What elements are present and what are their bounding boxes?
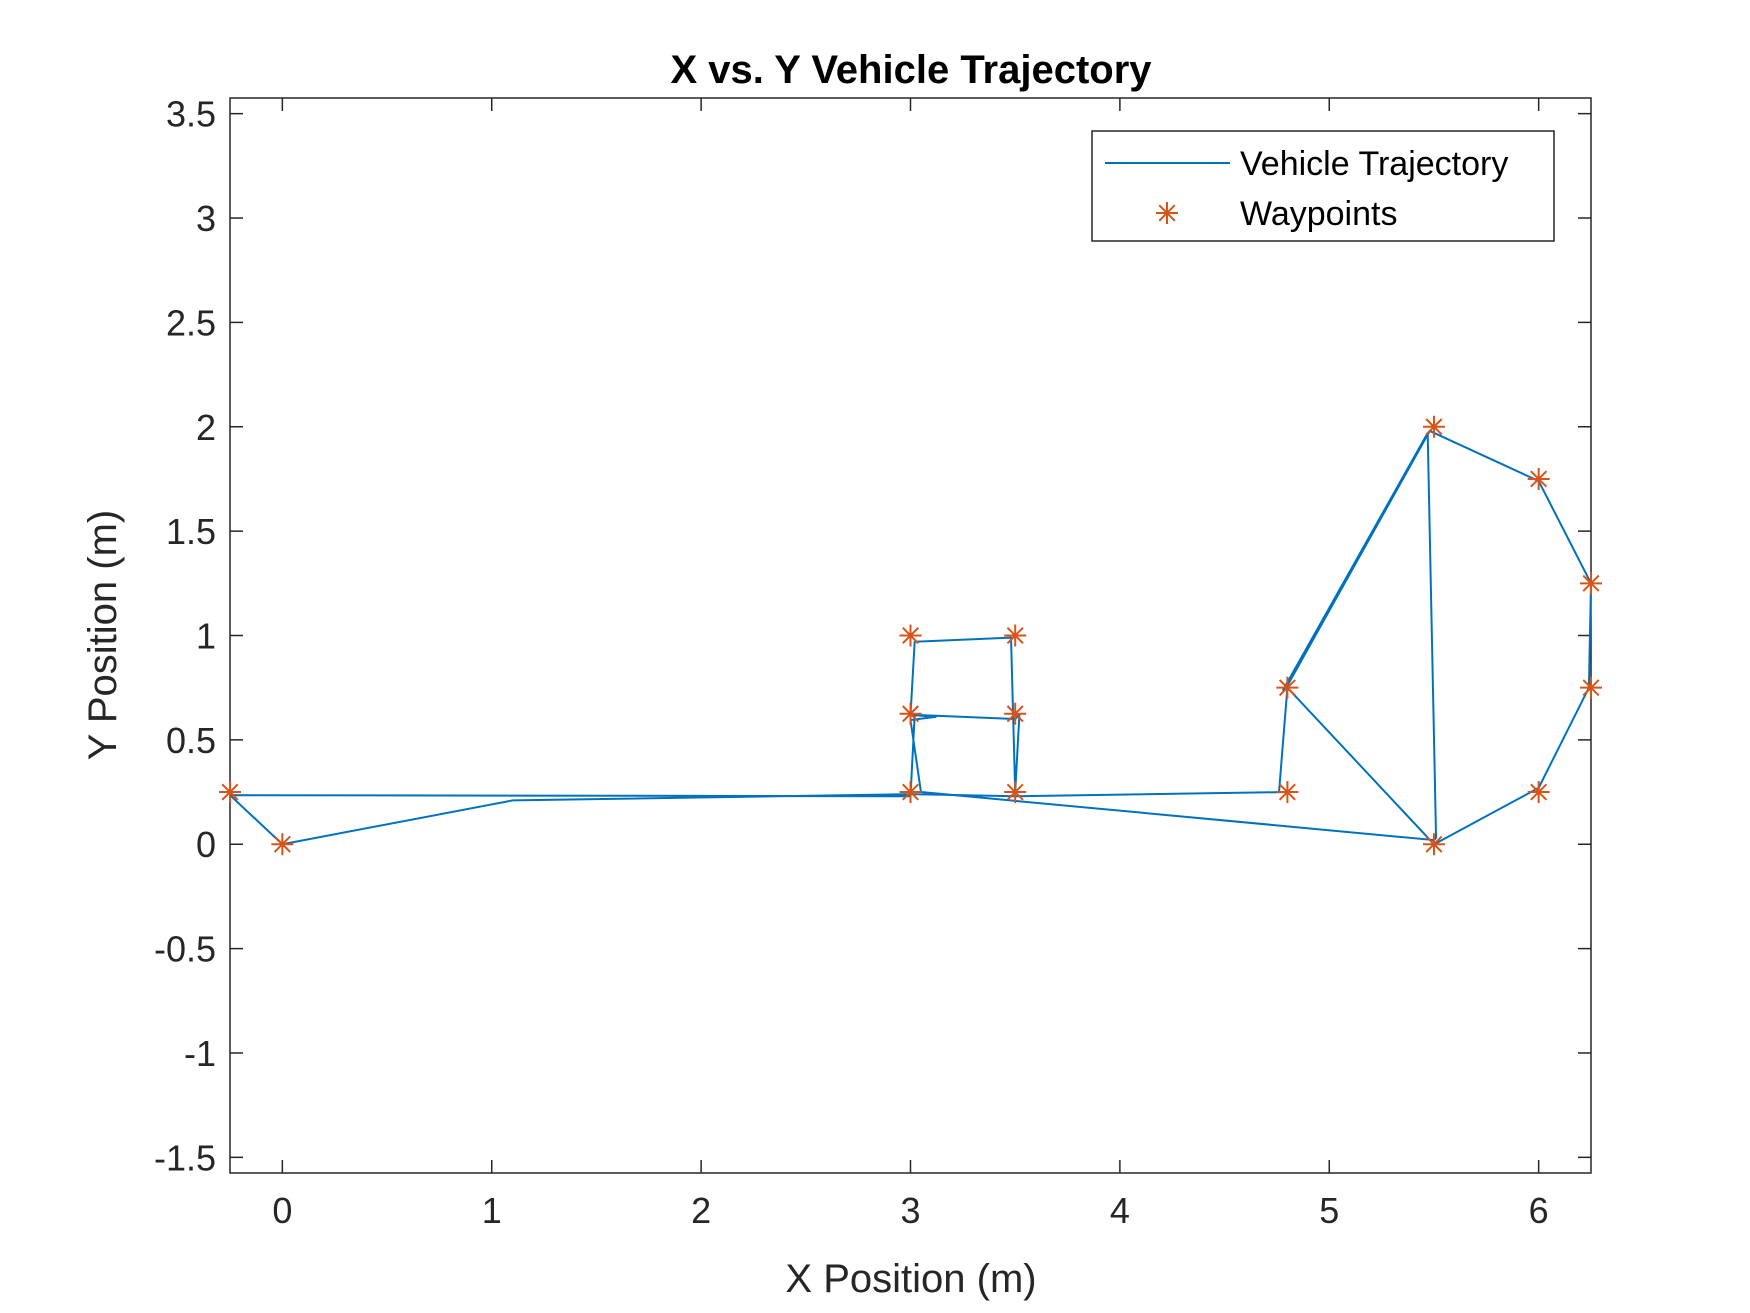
series-layer: [219, 415, 1602, 856]
legend-marker-swatch: [1156, 202, 1178, 224]
y-tick-label: 3.5: [166, 94, 216, 135]
legend-star-icon: [1156, 202, 1178, 224]
x-axis-label: X Position (m): [785, 1257, 1036, 1301]
waypoint-marker: [271, 833, 294, 856]
waypoint-marker: [1580, 572, 1602, 595]
x-tick-label: 5: [1319, 1190, 1339, 1231]
y-tick-label: 0: [196, 824, 216, 865]
waypoint-marker: [1527, 781, 1550, 804]
y-tick-label: 2.5: [166, 302, 216, 343]
legend-entry-waypoints: Waypoints: [1240, 195, 1397, 233]
y-tick-label: 0.5: [166, 720, 216, 761]
waypoint-marker: [899, 624, 922, 647]
chart-title: X vs. Y Vehicle Trajectory: [670, 48, 1152, 92]
x-tick-label: 0: [272, 1190, 292, 1231]
legend[interactable]: Vehicle Trajectory Waypoints: [1091, 130, 1555, 242]
waypoint-marker: [899, 702, 922, 725]
x-tick-label: 3: [900, 1190, 920, 1231]
waypoint-marker: [899, 781, 922, 804]
y-tick-label: -0.5: [154, 929, 216, 970]
legend-entry-vehicle-trajectory: Vehicle Trajectory: [1240, 145, 1508, 183]
waypoint-marker: [1422, 415, 1445, 438]
y-tick-label: 3: [196, 198, 216, 239]
waypoint-marker: [1276, 676, 1299, 699]
plot-area: 0 1 2 3 4 5 6 -1.5 -1 -0.5 0 0.5 1 1.5 2 2.5 3 3.5: [154, 94, 1602, 1231]
waypoint-marker: [1422, 833, 1445, 856]
legend-box: [1091, 130, 1555, 242]
y-tick-labels: -1.5 -1 -0.5 0 0.5 1 1.5 2 2.5 3 3.5: [154, 94, 216, 1179]
y-axis-label: Y Position (m): [81, 510, 125, 760]
waypoint-marker: [1004, 781, 1027, 804]
x-tick-label: 4: [1110, 1190, 1130, 1231]
ticks: [230, 98, 1591, 1173]
waypoint-marker: [1004, 624, 1027, 647]
y-tick-label: -1: [184, 1033, 216, 1074]
y-tick-label: 2: [196, 407, 216, 448]
x-tick-label: 6: [1529, 1190, 1549, 1231]
waypoint-marker: [1276, 781, 1299, 804]
waypoint-marker: [1004, 702, 1027, 725]
waypoint-marker: [1580, 676, 1602, 699]
waypoint-marker: [219, 781, 241, 804]
series-line-vehicle-trajectory: [229, 429, 1592, 846]
x-tick-label: 2: [691, 1190, 711, 1231]
y-tick-label: -1.5: [154, 1137, 216, 1178]
x-tick-label: 1: [482, 1190, 502, 1231]
waypoint-marker: [1527, 467, 1550, 490]
y-tick-label: 1.5: [166, 511, 216, 552]
x-tick-labels: 0 1 2 3 4 5 6: [272, 1190, 1548, 1231]
y-tick-label: 1: [196, 616, 216, 657]
